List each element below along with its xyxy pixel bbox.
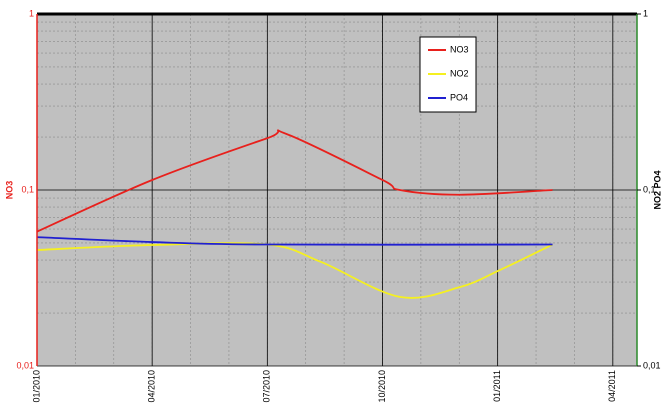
y-tick-label: 0,1	[21, 184, 34, 194]
y2-tick-label: 0,01	[643, 360, 661, 370]
y2-tick-label: 0,1	[643, 184, 656, 194]
x-tick-label: 04/2011	[607, 370, 617, 402]
x-tick-label: 10/2010	[377, 370, 387, 403]
series-line	[36, 236, 553, 246]
y-axis-title: NO3	[4, 181, 14, 200]
x-tick-label: 04/2010	[147, 370, 157, 403]
marks	[36, 129, 553, 299]
series-line	[36, 242, 553, 299]
x-tick-label: 07/2010	[262, 370, 272, 403]
legend: NO3 NO2 PO4	[419, 36, 477, 113]
y2-axis-title: NO2 PO4	[652, 170, 662, 209]
grid	[36, 13, 637, 367]
x-tick-label: 01/2010	[31, 370, 41, 403]
x-tick-label: 01/2011	[492, 370, 502, 402]
legend-label: NO3	[450, 44, 469, 54]
series-line	[36, 129, 553, 233]
y-tick-label: 1	[29, 8, 34, 18]
y-tick-label: 0,01	[16, 360, 34, 370]
legend-label: PO4	[450, 92, 468, 102]
legend-label: NO2	[450, 68, 469, 78]
y2-tick-label: 1	[643, 8, 648, 18]
